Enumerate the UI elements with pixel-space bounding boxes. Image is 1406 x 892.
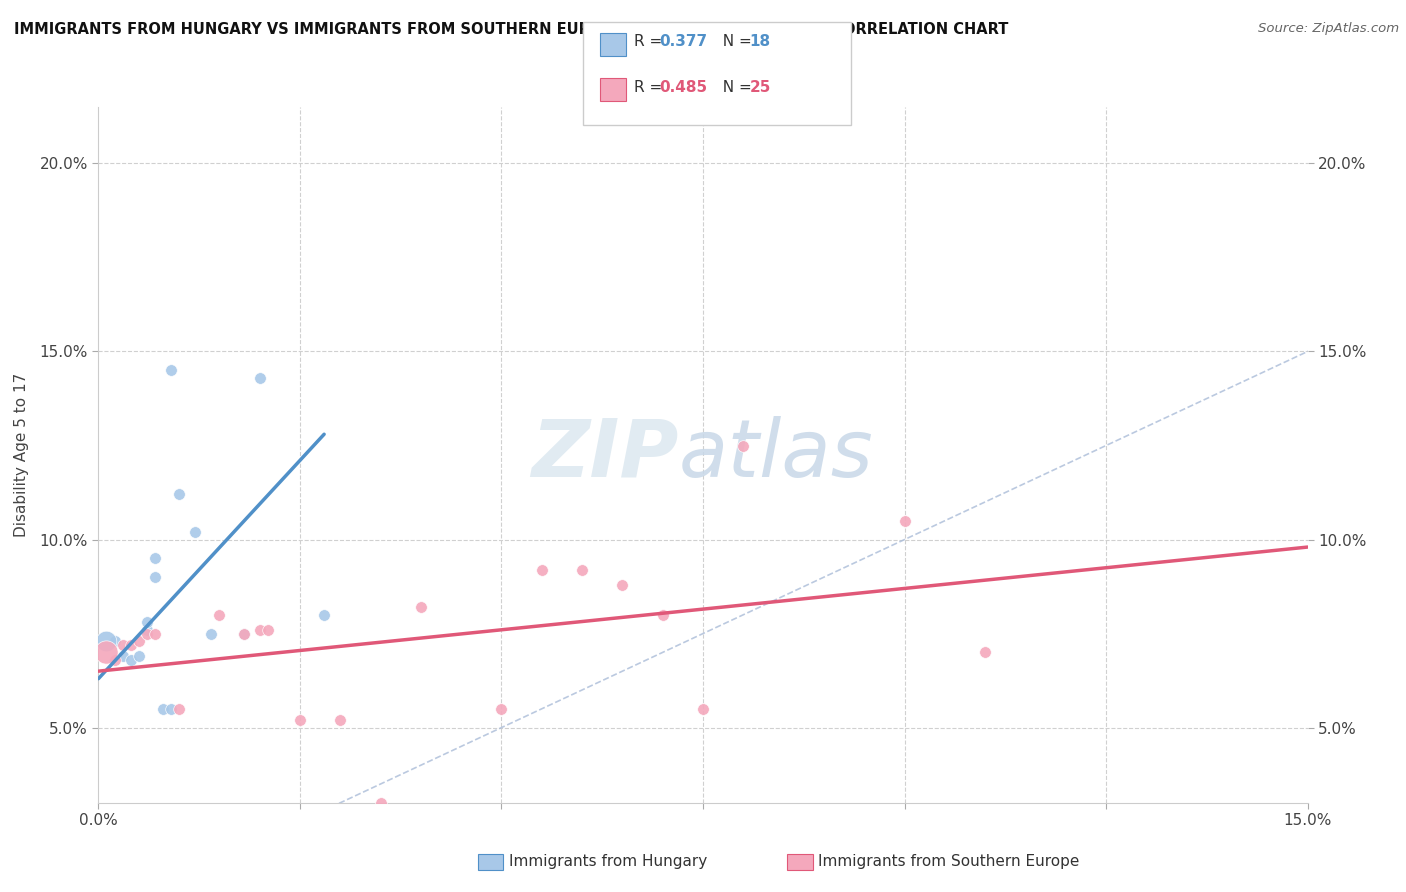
Point	[491, 702, 513, 716]
Point	[96, 645, 118, 659]
Point	[208, 607, 231, 622]
Text: Immigrants from Southern Europe: Immigrants from Southern Europe	[818, 855, 1080, 869]
Text: ZIP: ZIP	[531, 416, 679, 494]
Point	[135, 626, 157, 640]
Text: 18: 18	[749, 35, 770, 49]
Point	[143, 570, 166, 584]
Point	[893, 514, 915, 528]
Point	[103, 653, 125, 667]
Text: Immigrants from Hungary: Immigrants from Hungary	[509, 855, 707, 869]
Text: 0.377: 0.377	[659, 35, 707, 49]
Point	[135, 615, 157, 630]
Point	[571, 563, 593, 577]
Point	[200, 626, 222, 640]
Point	[160, 702, 183, 716]
Point	[232, 626, 254, 640]
Point	[974, 645, 997, 659]
Point	[160, 363, 183, 377]
Text: Source: ZipAtlas.com: Source: ZipAtlas.com	[1258, 22, 1399, 36]
Point	[152, 702, 174, 716]
Point	[692, 702, 714, 716]
Point	[256, 623, 278, 637]
Point	[314, 607, 336, 622]
Point	[111, 649, 134, 664]
Point	[612, 577, 634, 591]
Point	[135, 623, 157, 637]
Point	[409, 600, 432, 615]
Point	[120, 638, 142, 652]
Point	[530, 563, 553, 577]
Text: IMMIGRANTS FROM HUNGARY VS IMMIGRANTS FROM SOUTHERN EUROPE DISABILITY AGE 5 TO 1: IMMIGRANTS FROM HUNGARY VS IMMIGRANTS FR…	[14, 22, 1008, 37]
Point	[249, 371, 271, 385]
Point	[288, 713, 311, 727]
Point	[370, 796, 392, 810]
Point	[733, 438, 755, 452]
Point	[143, 551, 166, 566]
Point	[232, 626, 254, 640]
Point	[167, 702, 190, 716]
Point	[651, 607, 673, 622]
Point	[111, 638, 134, 652]
Y-axis label: Disability Age 5 to 17: Disability Age 5 to 17	[14, 373, 28, 537]
Point	[167, 487, 190, 501]
Point	[143, 626, 166, 640]
Text: 0.485: 0.485	[659, 80, 707, 95]
Text: R =: R =	[634, 35, 668, 49]
Point	[184, 524, 207, 539]
Text: N =: N =	[713, 80, 756, 95]
Text: R =: R =	[634, 80, 668, 95]
Point	[128, 634, 150, 648]
Point	[103, 634, 125, 648]
Text: atlas: atlas	[679, 416, 873, 494]
Point	[329, 713, 352, 727]
Point	[120, 653, 142, 667]
Text: 25: 25	[749, 80, 770, 95]
Text: N =: N =	[713, 35, 756, 49]
Point	[128, 649, 150, 664]
Point	[249, 623, 271, 637]
Point	[96, 634, 118, 648]
